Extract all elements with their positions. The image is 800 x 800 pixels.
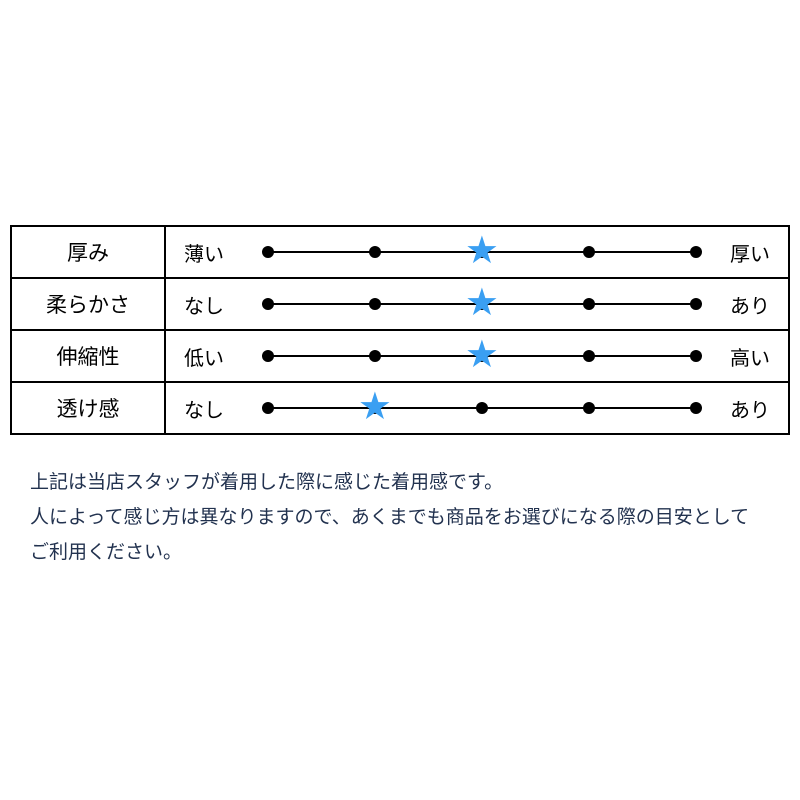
caption-line: ご利用ください。 [30,535,770,570]
caption-line: 人によって感じ方は異なりますので、あくまでも商品をお選びになる際の目安として [30,500,770,535]
rating-row: 透け感なし★あり [11,382,789,434]
rating-dot [369,402,381,414]
rating-scale-cell: なし★あり [165,278,789,330]
rating-dot [690,402,702,414]
rating-dot [369,246,381,258]
rating-dot [690,350,702,362]
rating-dot [583,402,595,414]
rating-row: 厚み薄い★厚い [11,226,789,278]
rating-caption: 上記は当店スタッフが着用した際に感じた着用感です。人によって感じ方は異なりますの… [30,465,770,570]
rating-high-label: 厚い [720,238,780,267]
rating-dot [583,246,595,258]
rating-track: ★ [234,340,720,372]
rating-name: 透け感 [11,382,165,434]
rating-name: 柔らかさ [11,278,165,330]
rating-dot [476,350,488,362]
rating-dot [476,246,488,258]
rating-high-label: 高い [720,342,780,371]
rating-dot [262,298,274,310]
rating-scale-cell: 低い★高い [165,330,789,382]
rating-dot [476,402,488,414]
rating-dot [690,298,702,310]
fabric-rating-table: 厚み薄い★厚い柔らかさなし★あり伸縮性低い★高い透け感なし★あり [10,225,790,435]
rating-dot [369,350,381,362]
rating-dot [262,402,274,414]
rating-dot [583,350,595,362]
rating-track: ★ [234,288,720,320]
rating-high-label: あり [720,290,780,319]
rating-scale-cell: 薄い★厚い [165,226,789,278]
rating-high-label: あり [720,394,780,423]
rating-row: 伸縮性低い★高い [11,330,789,382]
caption-line: 上記は当店スタッフが着用した際に感じた着用感です。 [30,465,770,500]
rating-dot [476,298,488,310]
rating-dot [690,246,702,258]
rating-row: 柔らかさなし★あり [11,278,789,330]
rating-low-label: なし [174,394,234,423]
rating-low-label: 低い [174,342,234,371]
rating-scale-cell: なし★あり [165,382,789,434]
rating-dot [369,298,381,310]
rating-low-label: なし [174,290,234,319]
rating-dot [583,298,595,310]
rating-track: ★ [234,236,720,268]
rating-dot [262,246,274,258]
rating-name: 厚み [11,226,165,278]
rating-track: ★ [234,392,720,424]
rating-name: 伸縮性 [11,330,165,382]
rating-low-label: 薄い [174,238,234,267]
rating-dot [262,350,274,362]
